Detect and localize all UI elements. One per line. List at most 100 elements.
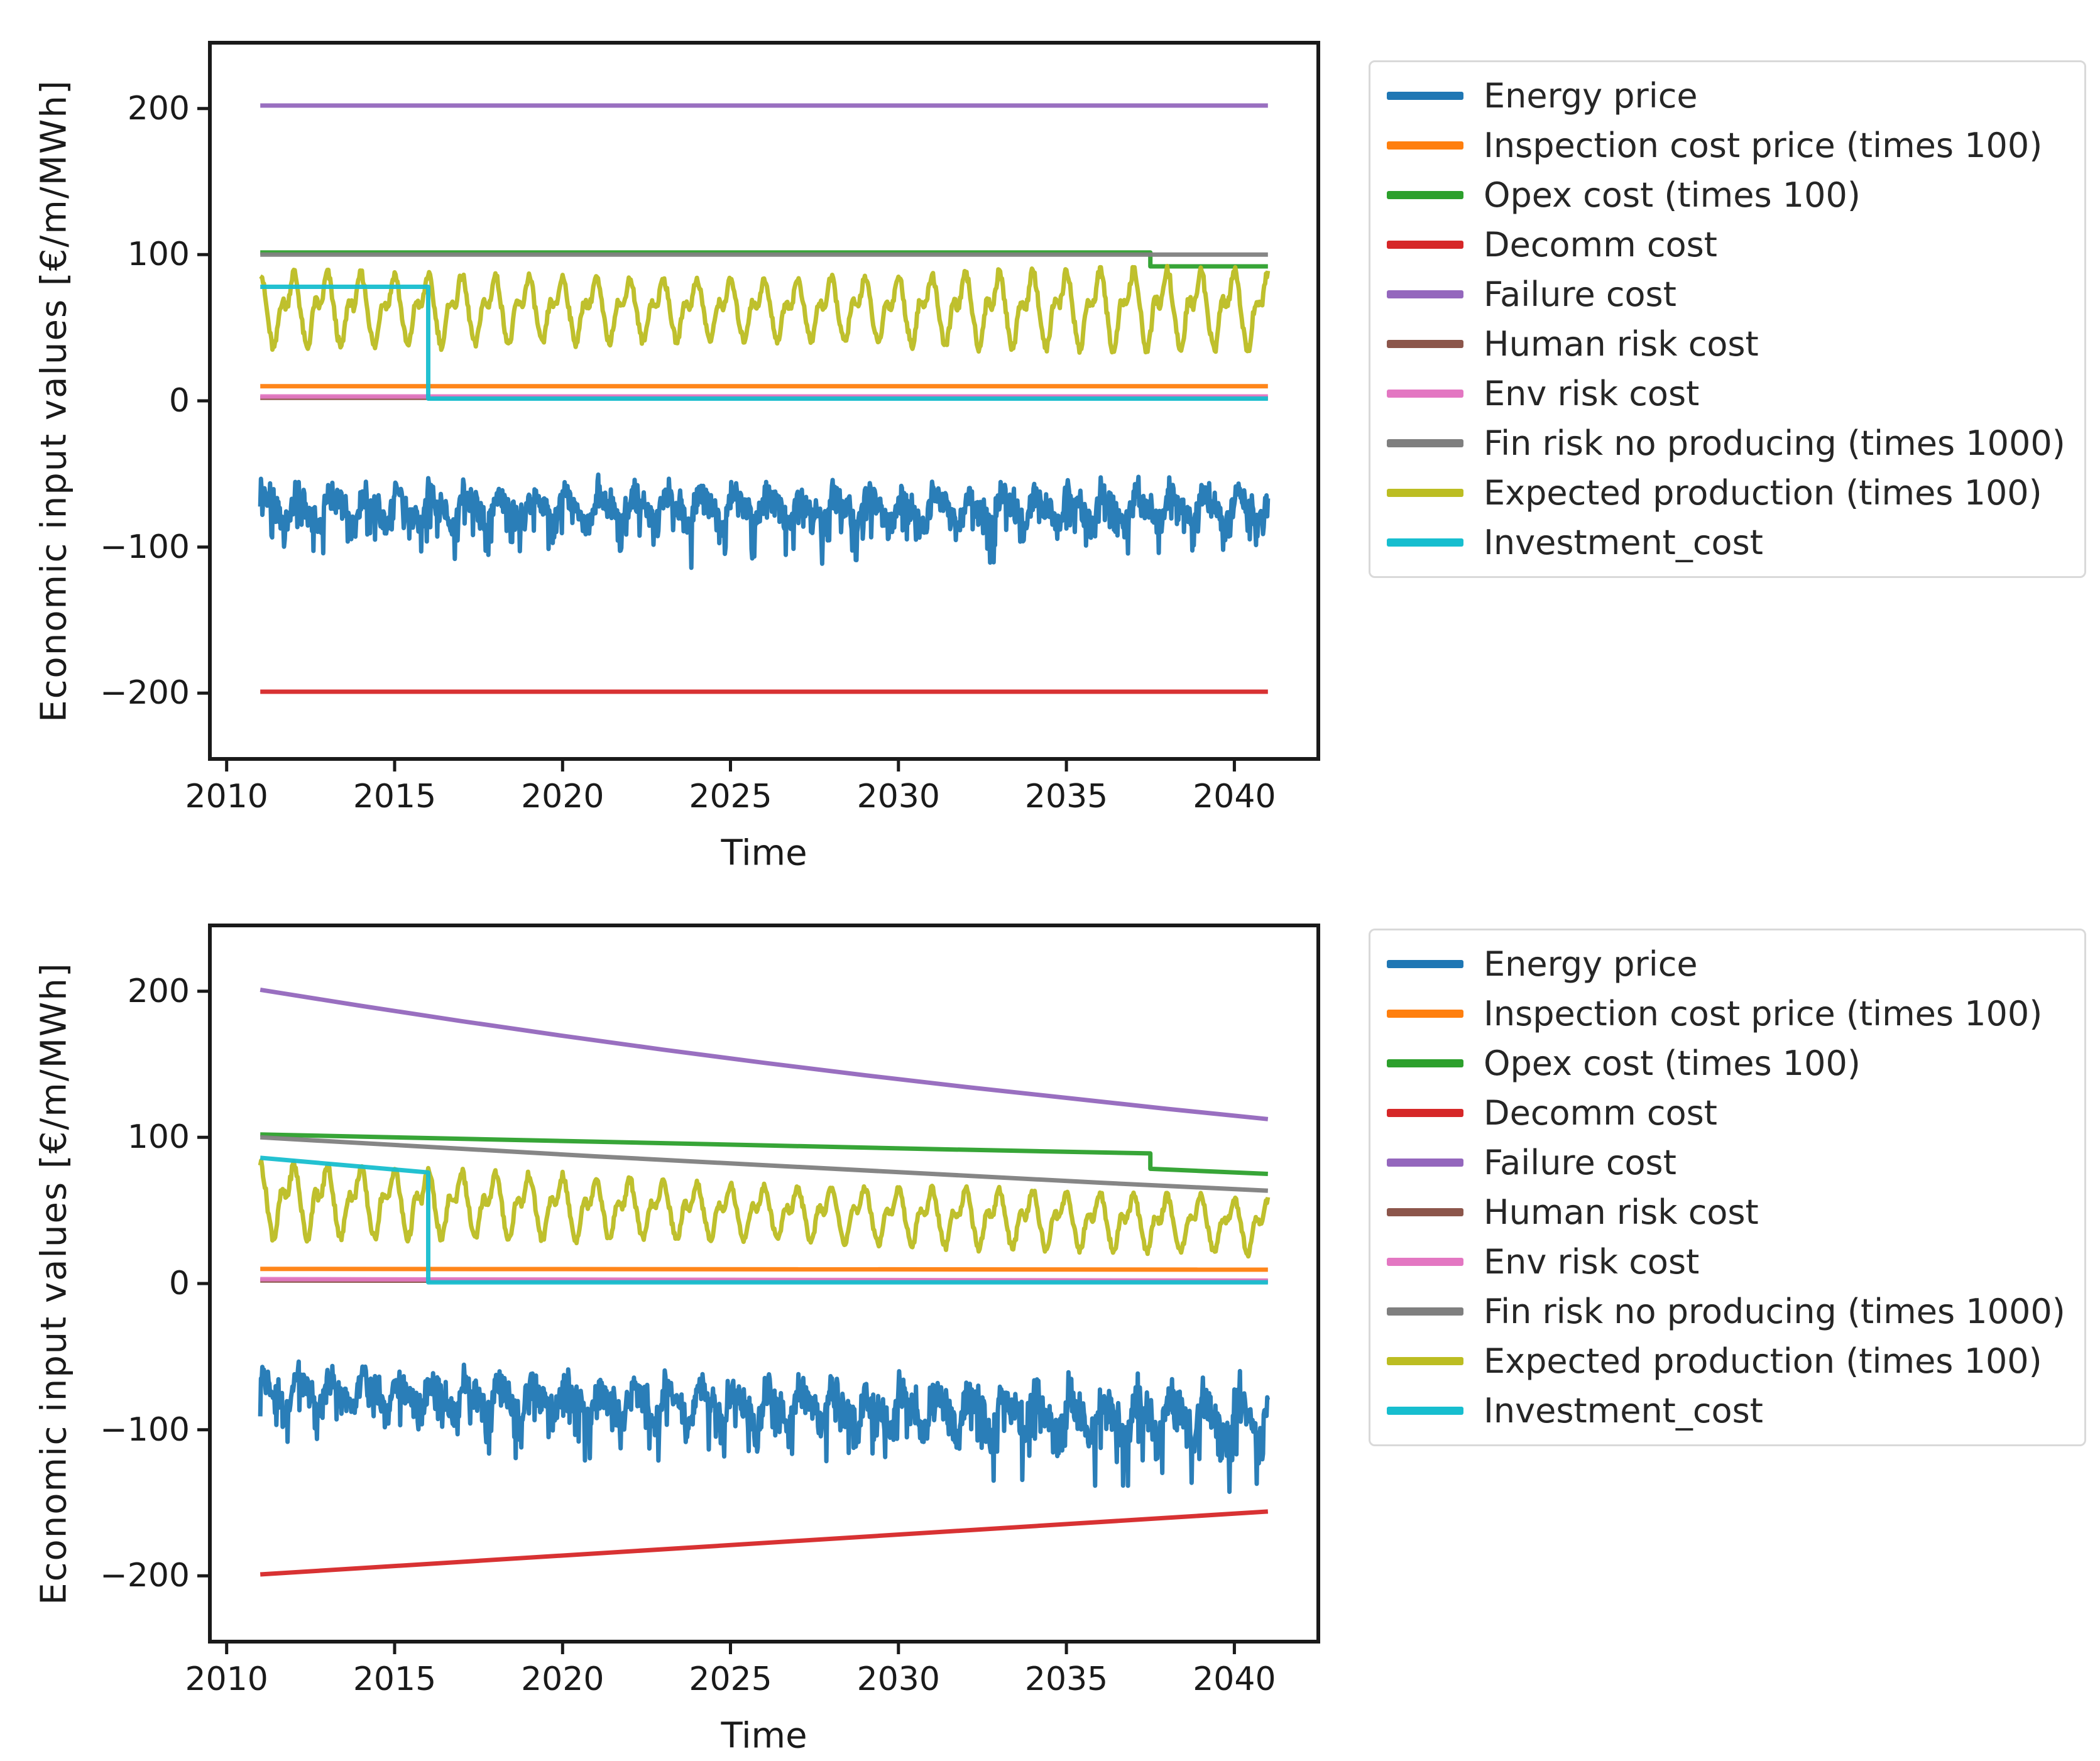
series-investment-cost (260, 1155, 1268, 1285)
legend-item-opex-cost: Opex cost (times 100) (1387, 170, 2065, 220)
legend-item-fin-risk: Fin risk no producing (times 1000) (1387, 1287, 2065, 1336)
legend-swatch-env-risk-cost (1387, 390, 1463, 398)
y-tick-label: −100 (100, 528, 190, 566)
legend-swatch-opex-cost (1387, 1059, 1463, 1067)
series-energy-price (258, 1359, 1271, 1494)
legend-item-failure-cost: Failure cost (1387, 270, 2065, 319)
x-tick-label: 2015 (353, 1660, 437, 1698)
legend-swatch-energy-price (1387, 960, 1463, 968)
x-tick-label: 2030 (856, 778, 940, 815)
x-axis-label: Time (721, 1715, 807, 1757)
series-failure-cost (260, 987, 1269, 1121)
legend: Energy price Inspection cost price (times… (1369, 929, 2086, 1446)
legend-item-human-risk-cost: Human risk cost (1387, 319, 2065, 369)
y-tick-label: −200 (100, 1557, 190, 1595)
legend-label: Env risk cost (1484, 1242, 1700, 1282)
y-tick-label: 100 (127, 236, 190, 274)
legend-label: Opex cost (times 100) (1484, 175, 1861, 215)
x-tick-label: 2030 (856, 1660, 940, 1698)
legend-item-investment-cost: Investment_cost (1387, 518, 2065, 567)
x-tick-label: 2020 (521, 1660, 604, 1698)
legend-swatch-failure-cost (1387, 290, 1463, 298)
legend-item-energy-price: Energy price (1387, 71, 2065, 121)
x-tick-label: 2040 (1193, 1660, 1276, 1698)
legend-item-energy-price: Energy price (1387, 939, 2065, 989)
x-tick-label: 2010 (185, 1660, 268, 1698)
legend-swatch-failure-cost (1387, 1159, 1463, 1167)
legend-item-decomm-cost: Decomm cost (1387, 1088, 2065, 1138)
legend-label: Expected production (times 100) (1484, 1341, 2042, 1381)
legend-swatch-decomm-cost (1387, 241, 1463, 249)
legend-label: Investment_cost (1484, 1391, 1763, 1431)
legend-swatch-inspection-cost (1387, 141, 1463, 150)
legend-label: Inspection cost price (times 100) (1484, 994, 2043, 1033)
y-tick-label: 0 (168, 382, 190, 420)
legend-label: Energy price (1484, 76, 1698, 116)
legend-label: Failure cost (1484, 1143, 1676, 1182)
legend-item-human-risk-cost: Human risk cost (1387, 1187, 2065, 1237)
legend-label: Opex cost (times 100) (1484, 1044, 1861, 1083)
legend-item-inspection-cost: Inspection cost price (times 100) (1387, 989, 2065, 1039)
series-expected-production (259, 264, 1271, 355)
legend-item-failure-cost: Failure cost (1387, 1138, 2065, 1187)
legend-swatch-decomm-cost (1387, 1109, 1463, 1117)
legend-label: Failure cost (1484, 275, 1676, 314)
legend-label: Expected production (times 100) (1484, 473, 2042, 513)
plot-border (208, 41, 1320, 761)
legend-label: Energy price (1484, 944, 1698, 984)
legend-swatch-fin-risk (1387, 439, 1463, 447)
legend-swatch-human-risk-cost (1387, 340, 1463, 348)
x-tick-label: 2010 (185, 778, 268, 815)
series-decomm-cost (260, 1509, 1269, 1577)
series-investment-cost (260, 285, 1268, 401)
series-inspection-cost (260, 1267, 1268, 1272)
legend-label: Human risk cost (1484, 324, 1759, 364)
y-tick-label: −200 (100, 674, 190, 712)
series-opex-cost (260, 1132, 1268, 1176)
legend-label: Decomm cost (1484, 1093, 1717, 1133)
series-expected-production (258, 1158, 1271, 1259)
legend-label: Fin risk no producing (times 1000) (1484, 423, 2065, 463)
legend-swatch-expected-production (1387, 489, 1463, 497)
legend-swatch-human-risk-cost (1387, 1208, 1463, 1216)
x-tick-label: 2015 (353, 778, 437, 815)
bottom-plot-area (197, 924, 1320, 1654)
x-tick-label: 2020 (521, 778, 604, 815)
legend: Energy price Inspection cost price (times… (1369, 60, 2086, 578)
legend-item-expected-production: Expected production (times 100) (1387, 468, 2065, 518)
legend-item-opex-cost: Opex cost (times 100) (1387, 1039, 2065, 1088)
legend-label: Human risk cost (1484, 1192, 1759, 1232)
legend-label: Fin risk no producing (times 1000) (1484, 1292, 2065, 1331)
legend-item-env-risk-cost: Env risk cost (1387, 1237, 2065, 1287)
legend-swatch-env-risk-cost (1387, 1258, 1463, 1266)
top-plot-area (197, 41, 1320, 771)
x-tick-label: 2025 (689, 1660, 772, 1698)
legend-swatch-investment-cost (1387, 538, 1463, 547)
y-tick-label: −100 (100, 1410, 190, 1449)
x-tick-label: 2025 (689, 778, 772, 815)
series-energy-price (258, 472, 1271, 570)
legend-swatch-opex-cost (1387, 191, 1463, 199)
legend-item-investment-cost: Investment_cost (1387, 1386, 2065, 1436)
legend-swatch-expected-production (1387, 1357, 1463, 1365)
legend-label: Env risk cost (1484, 374, 1700, 413)
y-axis-label: Economic input values [€/m/MWh] (33, 962, 75, 1605)
x-tick-label: 2040 (1193, 778, 1276, 815)
legend-item-decomm-cost: Decomm cost (1387, 220, 2065, 270)
x-tick-label: 2035 (1024, 1660, 1108, 1698)
legend-item-fin-risk: Fin risk no producing (times 1000) (1387, 418, 2065, 468)
y-tick-label: 200 (127, 89, 190, 128)
legend-item-env-risk-cost: Env risk cost (1387, 369, 2065, 418)
legend-swatch-investment-cost (1387, 1407, 1463, 1415)
legend-label: Decomm cost (1484, 225, 1717, 264)
legend-swatch-energy-price (1387, 92, 1463, 100)
legend-item-inspection-cost: Inspection cost price (times 100) (1387, 121, 2065, 170)
y-axis-label: Economic input values [€/m/MWh] (33, 79, 75, 722)
legend-swatch-inspection-cost (1387, 1010, 1463, 1018)
x-axis-label: Time (721, 832, 807, 874)
series-fin-risk (260, 1135, 1268, 1193)
y-tick-label: 200 (127, 972, 190, 1010)
legend-swatch-fin-risk (1387, 1307, 1463, 1316)
x-tick-label: 2035 (1024, 778, 1108, 815)
